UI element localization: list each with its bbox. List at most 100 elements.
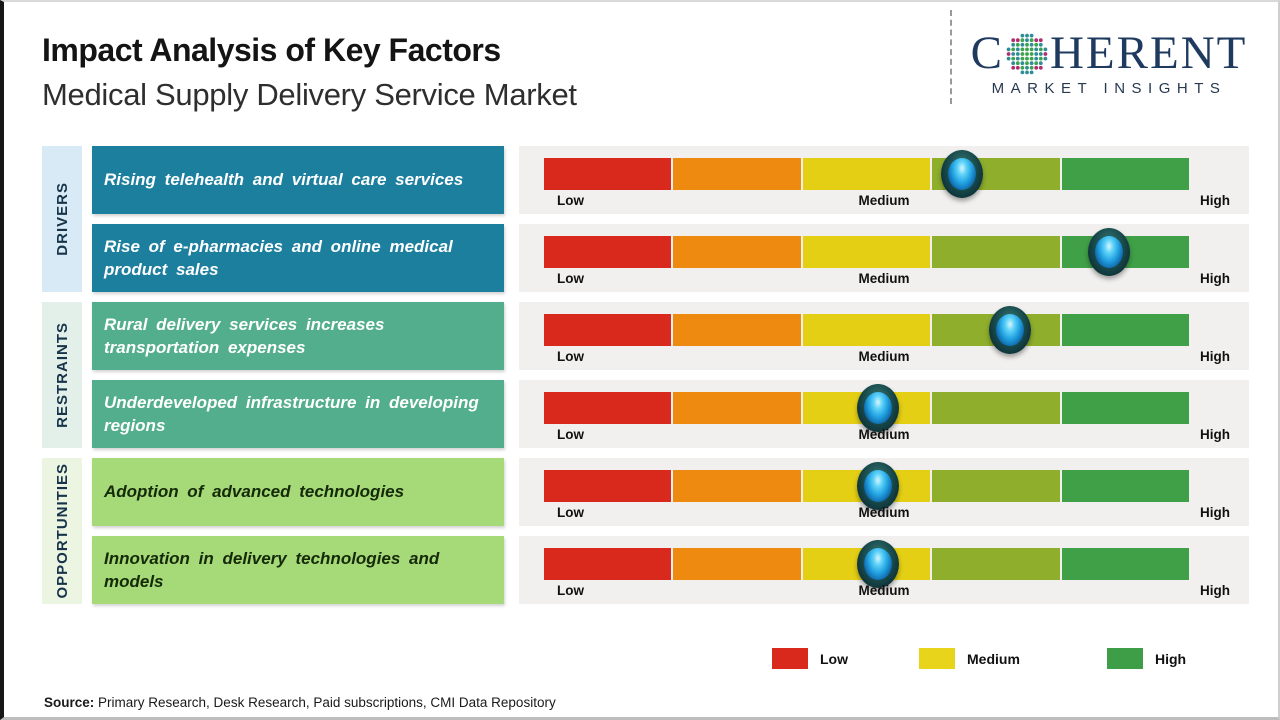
factor-row: Underdeveloped infrastructure in develop… bbox=[92, 380, 1249, 448]
factor-label: Adoption of advanced technologies bbox=[104, 482, 405, 502]
impact-gradient-bar bbox=[544, 470, 1190, 502]
scale-label-high: High bbox=[1200, 193, 1230, 208]
legend-label: Low bbox=[820, 650, 848, 667]
logo-wordmark: C HERENT bbox=[964, 30, 1254, 77]
logo-word-rest: HERENT bbox=[1049, 27, 1248, 79]
gradient-segment-4 bbox=[932, 236, 1060, 268]
scale-label-low: Low bbox=[557, 427, 584, 442]
gradient-segment-1 bbox=[544, 314, 672, 346]
scale-label-low: Low bbox=[557, 349, 584, 364]
scale-label-high: High bbox=[1200, 583, 1230, 598]
impact-marker-core bbox=[864, 548, 893, 580]
factor-label-box: Adoption of advanced technologies bbox=[92, 458, 504, 526]
factor-label: Rural delivery services increases transp… bbox=[104, 314, 385, 357]
legend-swatch bbox=[1107, 648, 1143, 669]
factor-row: Innovation in delivery technologies and … bbox=[92, 536, 1249, 604]
source-prefix: Source: bbox=[44, 695, 95, 710]
factor-label: Innovation in delivery technologies and … bbox=[104, 548, 440, 591]
gradient-segment-1 bbox=[544, 158, 672, 190]
logo-tagline: MARKET INSIGHTS bbox=[991, 80, 1227, 97]
legend-item-high: High bbox=[1107, 648, 1186, 669]
impact-scale-panel: Low Medium High bbox=[519, 380, 1249, 448]
gradient-segment-3 bbox=[802, 314, 931, 346]
gradient-segment-5 bbox=[1061, 158, 1190, 190]
impact-marker-core bbox=[995, 314, 1024, 346]
legend-item-low: Low bbox=[772, 648, 848, 669]
factor-label: Underdeveloped infrastructure in develop… bbox=[104, 392, 479, 435]
factor-label-box: Underdeveloped infrastructure in develop… bbox=[92, 380, 504, 448]
scale-label-high: High bbox=[1200, 505, 1230, 520]
header-dashed-divider bbox=[950, 10, 952, 104]
factor-label: Rising telehealth and virtual care servi… bbox=[104, 170, 464, 190]
legend-label: High bbox=[1155, 650, 1187, 667]
factor-label-box: Rising telehealth and virtual care servi… bbox=[92, 146, 504, 214]
impact-scale-panel: Low Medium High bbox=[519, 536, 1249, 604]
gradient-segment-2 bbox=[673, 548, 801, 580]
factor-label-box: Rise of e-pharmacies and online medical … bbox=[92, 224, 504, 292]
impact-marker-sphere bbox=[988, 306, 1031, 354]
impact-gradient-bar bbox=[544, 548, 1190, 580]
impact-gradient-bar bbox=[544, 158, 1190, 190]
header-titles: Impact Analysis of Key Factors Medical S… bbox=[42, 32, 577, 113]
logo-globe-icon bbox=[1005, 32, 1049, 76]
gradient-segment-4 bbox=[932, 392, 1060, 424]
impact-scale-panel: Low Medium High bbox=[519, 224, 1249, 292]
factor-row: Adoption of advanced technologies Low Medi… bbox=[92, 458, 1249, 526]
impact-matrix: DRIVERS RESTRAINTS OPPORTUNITIES Rising tel… bbox=[42, 146, 1249, 604]
legend-label: Medium bbox=[967, 650, 1020, 667]
scale-label-low: Low bbox=[557, 583, 584, 598]
impact-gradient-bar bbox=[544, 314, 1190, 346]
gradient-segment-4 bbox=[932, 470, 1060, 502]
source-text: Primary Research, Desk Research, Paid su… bbox=[98, 695, 556, 710]
gradient-segment-3 bbox=[802, 236, 931, 268]
scale-label-low: Low bbox=[557, 505, 584, 520]
impact-marker-sphere bbox=[857, 540, 900, 588]
scale-label-high: High bbox=[1200, 349, 1230, 364]
gradient-segment-5 bbox=[1061, 470, 1190, 502]
gradient-segment-1 bbox=[544, 470, 672, 502]
scale-label-low: Low bbox=[557, 271, 584, 286]
impact-marker-sphere bbox=[940, 150, 983, 198]
scale-label-medium: Medium bbox=[858, 505, 910, 520]
scale-label-low: Low bbox=[557, 193, 584, 208]
gradient-segment-4 bbox=[932, 548, 1060, 580]
impact-scale-panel: Low Medium High bbox=[519, 458, 1249, 526]
group-band-opportunities: OPPORTUNITIES bbox=[42, 458, 82, 604]
group-band-drivers: DRIVERS bbox=[42, 146, 82, 292]
gradient-segment-1 bbox=[544, 236, 672, 268]
impact-marker-core bbox=[947, 158, 976, 190]
gradient-segment-5 bbox=[1061, 314, 1190, 346]
gradient-segment-2 bbox=[673, 314, 801, 346]
factor-row: Rise of e-pharmacies and online medical … bbox=[92, 224, 1249, 292]
company-logo: C HERENT MARKET INSIGHTS bbox=[964, 30, 1254, 98]
scale-label-high: High bbox=[1200, 427, 1230, 442]
impact-marker-core bbox=[864, 470, 893, 502]
gradient-segment-3 bbox=[802, 158, 931, 190]
legend-swatch bbox=[772, 648, 808, 669]
source-note: Source: Primary Research, Desk Research,… bbox=[44, 695, 556, 710]
gradient-segment-5 bbox=[1061, 548, 1190, 580]
group-band-label: RESTRAINTS bbox=[53, 322, 71, 428]
factor-row: Rural delivery services increases transp… bbox=[92, 302, 1249, 370]
scale-label-medium: Medium bbox=[858, 583, 910, 598]
legend-item-medium: Medium bbox=[919, 648, 1020, 669]
gradient-segment-2 bbox=[673, 392, 801, 424]
factor-label-box: Rural delivery services increases transp… bbox=[92, 302, 504, 370]
group-band-label: DRIVERS bbox=[53, 182, 71, 256]
logo-letter-c: C bbox=[970, 27, 1004, 79]
gradient-segment-2 bbox=[673, 158, 801, 190]
scale-label-medium: Medium bbox=[858, 193, 910, 208]
scale-label-medium: Medium bbox=[858, 349, 910, 364]
impact-marker-sphere bbox=[857, 462, 900, 510]
group-band-label: OPPORTUNITIES bbox=[53, 463, 71, 599]
gradient-segment-1 bbox=[544, 392, 672, 424]
factor-row: Rising telehealth and virtual care servi… bbox=[92, 146, 1249, 214]
impact-marker-sphere bbox=[857, 384, 900, 432]
gradient-segment-5 bbox=[1061, 392, 1190, 424]
page-subtitle: Medical Supply Delivery Service Market bbox=[42, 77, 577, 112]
impact-marker-core bbox=[864, 392, 893, 424]
gradient-segment-1 bbox=[544, 548, 672, 580]
scale-label-high: High bbox=[1200, 271, 1230, 286]
gradient-segment-2 bbox=[673, 236, 801, 268]
